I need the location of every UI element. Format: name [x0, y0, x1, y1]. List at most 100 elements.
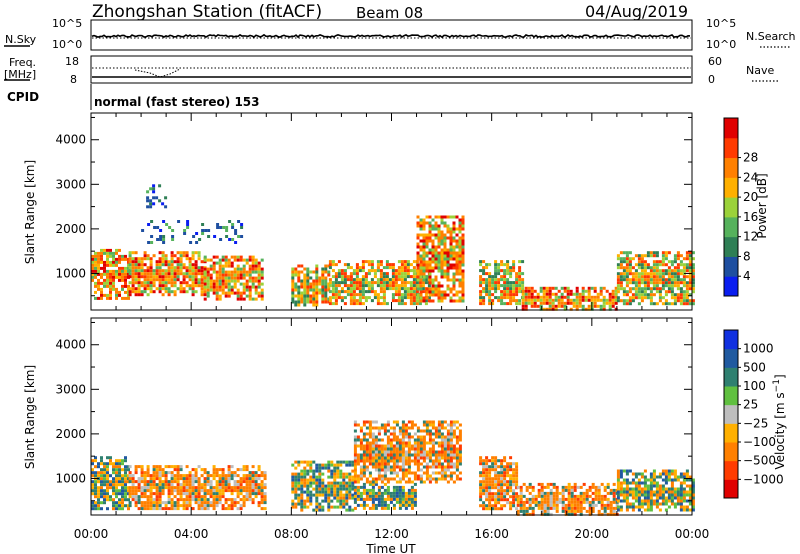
data-cell — [100, 501, 103, 505]
data-cell — [658, 496, 662, 500]
data-cell — [143, 507, 147, 511]
data-cell — [294, 285, 298, 289]
data-cell — [197, 492, 201, 496]
data-cell — [406, 260, 410, 264]
data-cell — [503, 296, 507, 300]
data-cell — [528, 482, 532, 486]
data-cell — [616, 299, 620, 303]
data-cell — [410, 500, 414, 504]
data-cell — [309, 463, 313, 467]
data-cell — [670, 287, 674, 291]
data-cell — [676, 475, 680, 479]
data-cell — [512, 483, 516, 487]
data-cell — [412, 275, 416, 279]
data-cell — [491, 287, 495, 291]
data-cell — [488, 278, 492, 282]
data-cell — [670, 281, 674, 285]
data-cell — [97, 287, 100, 291]
data-cell — [149, 257, 153, 261]
data-cell — [676, 284, 680, 288]
data-cell — [337, 290, 341, 294]
data-cell — [371, 450, 375, 454]
data-cell — [564, 485, 568, 489]
data-cell — [327, 481, 331, 485]
data-cell — [446, 227, 450, 231]
data-cell — [321, 279, 325, 283]
data-cell — [215, 297, 219, 301]
data-cell — [482, 477, 486, 481]
data-cell — [602, 304, 606, 308]
data-cell — [124, 468, 127, 472]
data-cell — [297, 499, 301, 503]
data-cell — [321, 291, 325, 295]
velocity-colorbar-label: Velocity [m s−1] — [772, 374, 787, 469]
data-cell — [419, 435, 423, 439]
data-cell — [383, 444, 387, 448]
data-cell — [115, 504, 118, 508]
data-cell — [628, 269, 632, 273]
data-cell — [576, 506, 580, 510]
data-cell — [342, 481, 346, 485]
data-cell — [324, 297, 328, 301]
data-cell — [637, 484, 641, 488]
data-cell — [534, 503, 538, 507]
data-cell — [224, 480, 228, 484]
data-cell — [637, 490, 641, 494]
data-cell — [342, 502, 346, 506]
data-cell — [379, 287, 383, 291]
data-cell — [400, 302, 404, 306]
data-cell — [500, 263, 504, 267]
data-cell — [191, 284, 195, 288]
data-cell — [625, 254, 629, 258]
data-cell — [395, 459, 399, 463]
data-cell — [425, 221, 429, 225]
data-cell — [531, 509, 535, 513]
data-cell — [664, 302, 668, 306]
data-cell — [416, 242, 420, 246]
data-cell — [667, 278, 671, 282]
data-cell — [356, 456, 360, 460]
data-cell — [497, 498, 501, 502]
data-cell — [449, 263, 453, 267]
data-cell — [149, 489, 153, 493]
data-cell — [416, 438, 420, 442]
data-cell — [494, 287, 498, 291]
data-cell — [682, 496, 686, 500]
data-cell — [385, 278, 389, 282]
data-cell — [482, 299, 486, 303]
data-cell — [149, 263, 153, 267]
data-cell — [652, 484, 656, 488]
data-cell — [191, 278, 195, 282]
data-cell — [191, 492, 195, 496]
data-cell — [233, 282, 237, 286]
data-cell — [206, 276, 210, 280]
data-cell — [658, 290, 662, 294]
data-cell — [374, 468, 378, 472]
data-cell — [425, 242, 429, 246]
data-cell — [362, 438, 366, 442]
data-cell — [643, 290, 647, 294]
data-cell — [485, 281, 489, 285]
data-cell — [336, 487, 340, 491]
colorbar-tick-label: 24 — [743, 170, 758, 184]
data-cell — [614, 289, 618, 293]
data-cell — [422, 233, 426, 237]
data-cell — [245, 465, 249, 469]
data-cell — [112, 465, 115, 469]
data-cell — [446, 459, 450, 463]
data-cell — [422, 257, 426, 261]
data-cell — [425, 420, 429, 424]
data-cell — [294, 466, 298, 470]
data-cell — [367, 272, 371, 276]
data-cell — [91, 486, 94, 490]
data-cell — [374, 491, 378, 495]
data-cell — [482, 296, 486, 300]
data-cell — [555, 485, 559, 489]
data-cell — [376, 284, 380, 288]
data-cell — [368, 420, 372, 424]
data-cell — [643, 481, 647, 485]
data-cell — [676, 493, 680, 497]
data-cell — [667, 272, 671, 276]
data-cell — [575, 286, 579, 290]
data-cell — [164, 504, 168, 508]
